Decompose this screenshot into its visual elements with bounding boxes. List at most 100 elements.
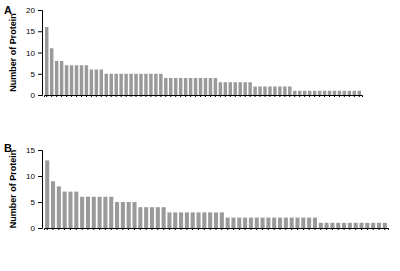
x-tick bbox=[121, 95, 122, 97]
x-tick bbox=[140, 95, 141, 97]
x-tick-mark bbox=[198, 228, 199, 230]
x-tick bbox=[332, 228, 333, 230]
x-tick bbox=[170, 95, 171, 97]
bar bbox=[50, 48, 53, 95]
bar bbox=[328, 91, 331, 95]
y-tick: 0 bbox=[31, 91, 42, 100]
x-tick-mark bbox=[256, 228, 257, 230]
x-tick-mark bbox=[384, 228, 385, 230]
x-tick-mark bbox=[297, 228, 298, 230]
x-tick-mark bbox=[378, 228, 379, 230]
x-tick bbox=[326, 228, 327, 230]
x-tick bbox=[384, 228, 385, 230]
bar bbox=[150, 207, 154, 228]
x-tick-mark bbox=[334, 95, 335, 97]
x-tick bbox=[339, 95, 340, 97]
x-tick-mark bbox=[285, 228, 286, 230]
x-tick bbox=[136, 95, 137, 97]
x-tick bbox=[215, 95, 216, 97]
bar bbox=[237, 218, 241, 228]
x-tick-mark bbox=[111, 228, 112, 230]
bar bbox=[288, 87, 291, 96]
x-tick bbox=[56, 95, 57, 97]
x-tick bbox=[99, 228, 100, 230]
y-axis: 051015 bbox=[26, 146, 42, 233]
bar bbox=[105, 74, 108, 95]
bar bbox=[268, 87, 271, 96]
x-tick bbox=[131, 95, 132, 97]
x-tick bbox=[71, 95, 72, 97]
bar bbox=[220, 212, 224, 228]
bar bbox=[45, 27, 48, 95]
x-tick bbox=[76, 228, 77, 230]
bar bbox=[258, 87, 261, 96]
bar bbox=[293, 91, 296, 95]
x-tick-mark bbox=[46, 95, 47, 97]
x-tick-mark bbox=[361, 228, 362, 230]
x-tick-mark bbox=[145, 95, 146, 97]
x-tick bbox=[134, 228, 135, 230]
y-tick-mark bbox=[38, 10, 42, 11]
bar bbox=[114, 74, 117, 95]
x-tick bbox=[210, 228, 211, 230]
x-tick bbox=[195, 95, 196, 97]
x-tick bbox=[106, 95, 107, 97]
bar bbox=[149, 74, 152, 95]
x-tick-mark bbox=[240, 95, 241, 97]
bar bbox=[298, 91, 301, 95]
bar bbox=[248, 82, 251, 95]
x-tick bbox=[235, 95, 236, 97]
x-tick-mark bbox=[355, 228, 356, 230]
x-tick-mark bbox=[260, 95, 261, 97]
bar bbox=[272, 218, 276, 228]
x-tick bbox=[220, 95, 221, 97]
x-tick-mark bbox=[269, 95, 270, 97]
bar bbox=[199, 78, 202, 95]
bar bbox=[261, 218, 265, 228]
bar bbox=[75, 65, 78, 95]
bar bbox=[266, 218, 270, 228]
x-tick bbox=[165, 95, 166, 97]
bar bbox=[301, 218, 305, 228]
x-tick-mark bbox=[155, 95, 156, 97]
x-tick-mark bbox=[235, 95, 236, 97]
bar bbox=[209, 78, 212, 95]
x-tick bbox=[297, 228, 298, 230]
bar bbox=[273, 87, 276, 96]
x-tick-mark bbox=[221, 228, 222, 230]
bar bbox=[57, 186, 61, 228]
bar bbox=[159, 74, 162, 95]
x-tick-mark bbox=[160, 95, 161, 97]
x-tick-mark bbox=[204, 228, 205, 230]
x-tick-mark bbox=[140, 95, 141, 97]
x-tick-mark bbox=[195, 95, 196, 97]
bar bbox=[234, 82, 237, 95]
x-tick-mark bbox=[309, 228, 310, 230]
bar bbox=[353, 91, 356, 95]
bar bbox=[214, 78, 217, 95]
bar bbox=[313, 218, 317, 228]
x-tick-mark bbox=[332, 228, 333, 230]
x-tick bbox=[160, 95, 161, 97]
x-tick bbox=[122, 228, 123, 230]
y-tick-mark bbox=[38, 74, 42, 75]
y-tick: 20 bbox=[26, 6, 42, 15]
x-tick-mark bbox=[150, 95, 151, 97]
panel: 05101520ANumber of Protein bbox=[4, 4, 363, 100]
x-tick-mark bbox=[190, 95, 191, 97]
x-tick bbox=[284, 95, 285, 97]
bar bbox=[226, 218, 230, 228]
y-tick: 15 bbox=[26, 27, 42, 36]
bar bbox=[95, 70, 98, 96]
x-tick bbox=[359, 95, 360, 97]
x-tick-mark bbox=[324, 95, 325, 97]
x-tick-mark bbox=[175, 95, 176, 97]
bar bbox=[348, 223, 352, 228]
x-tick-mark bbox=[117, 228, 118, 230]
bar bbox=[290, 218, 294, 228]
bar bbox=[109, 197, 113, 228]
bar bbox=[224, 82, 227, 95]
bar bbox=[185, 212, 189, 228]
x-tick bbox=[314, 95, 315, 97]
x-tick bbox=[53, 228, 54, 230]
